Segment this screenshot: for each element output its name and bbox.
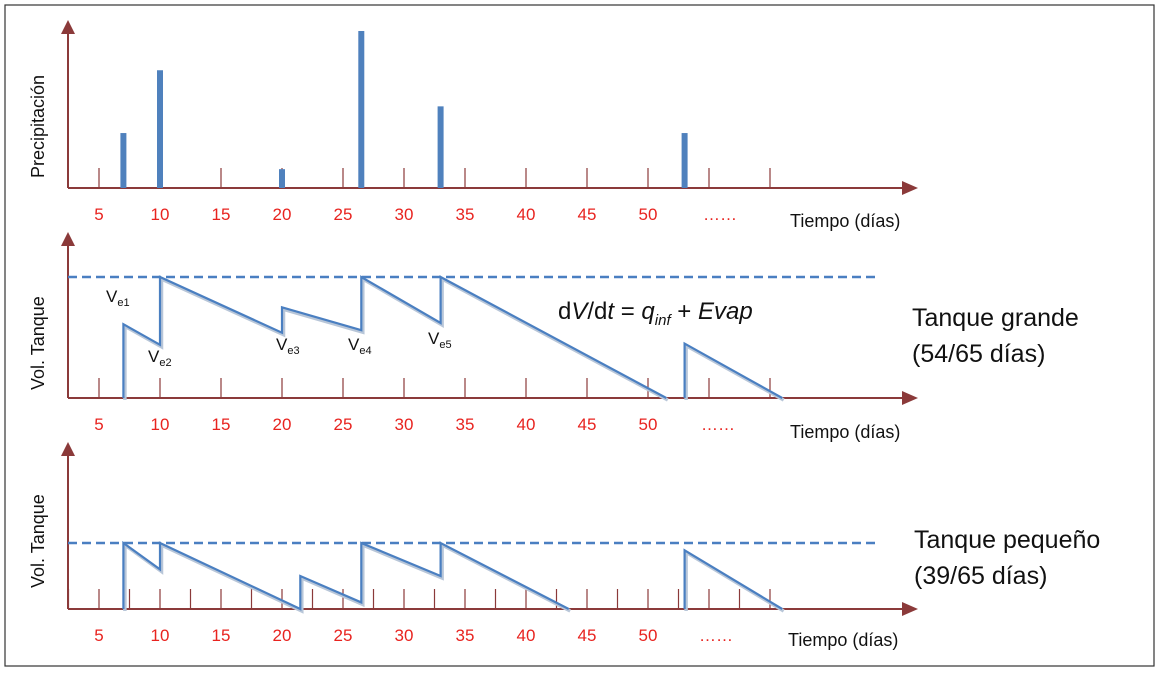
tick-label: 35: [456, 205, 475, 224]
small-x-arrow: [902, 602, 918, 616]
large-tick-labels: 5 10 15 20 25 30 35 40 45 50 ……: [94, 415, 735, 434]
small-x-title: Tiempo (días): [788, 630, 898, 650]
volume-trace: [683, 548, 783, 610]
large-tank-ratio: (54/65 días): [912, 340, 1045, 368]
tick-label: 5: [94, 626, 103, 645]
volume-trace: [683, 341, 783, 399]
tick-label: 25: [334, 415, 353, 434]
tick-label: 25: [334, 626, 353, 645]
tick-label: 30: [395, 205, 414, 224]
precip-bar: [437, 106, 444, 188]
tick-label: 15: [212, 626, 231, 645]
tick-label: 40: [517, 415, 536, 434]
precip-y-title: Precipitación: [28, 75, 48, 178]
precip-bar: [157, 70, 163, 188]
tick-label: 40: [517, 626, 536, 645]
small-ticks: [67, 589, 771, 609]
tick-label: 20: [273, 205, 292, 224]
axis-ellipsis: ……: [699, 626, 733, 645]
large-y-title: Vol. Tanque: [28, 296, 48, 390]
tick-label: 25: [334, 205, 353, 224]
small-tank-title: Tanque pequeño: [914, 526, 1100, 554]
tick-label: 10: [151, 205, 170, 224]
precip-x-title: Tiempo (días): [790, 211, 900, 231]
small-y-title: Vol. Tanque: [28, 494, 48, 588]
ve3-label: Ve3: [276, 335, 300, 357]
axis-ellipsis: ……: [701, 415, 735, 434]
large-tank-panel: 5 10 15 20 25 30 35 40 45 50 …… Tiempo (…: [28, 232, 1079, 442]
tick-label: 50: [639, 626, 658, 645]
precipitation-panel: 5 10 15 20 25 30 35 40 45 50 …… Tiempo (…: [28, 20, 918, 231]
axis-ellipsis: ……: [703, 205, 737, 224]
large-ticks: [98, 378, 771, 398]
large-volume-traces: [122, 275, 785, 402]
precip-bar: [120, 133, 127, 188]
precip-bar: [279, 169, 285, 188]
tick-label: 20: [273, 626, 292, 645]
precip-bars: [120, 31, 688, 188]
large-x-title: Tiempo (días): [790, 422, 900, 442]
tick-label: 40: [517, 205, 536, 224]
volume-trace-shadow: [123, 541, 572, 614]
large-x-arrow: [902, 391, 918, 405]
tick-label: 45: [578, 205, 597, 224]
tick-label: 5: [94, 205, 103, 224]
volume-trace: [122, 275, 667, 399]
ve2-label: Ve2: [148, 347, 172, 369]
precip-y-arrow: [61, 20, 75, 34]
small-tank-panel: 5 10 15 20 25 30 35 40 45 50 …… Tiempo (…: [28, 442, 1100, 650]
precip-bar: [681, 133, 688, 188]
ve1-label: Ve1: [106, 287, 130, 309]
volume-trace: [122, 540, 570, 611]
tick-label: 35: [456, 415, 475, 434]
figure-frame: [4, 4, 1155, 667]
ve4-label: Ve4: [348, 335, 372, 357]
tick-label: 10: [151, 415, 170, 434]
tick-label: 50: [639, 415, 658, 434]
small-volume-traces: [122, 540, 785, 614]
precip-x-arrow: [902, 181, 918, 195]
precip-bar: [358, 31, 365, 188]
tick-label: 15: [212, 415, 231, 434]
tick-label: 5: [94, 415, 103, 434]
tick-label: 35: [456, 626, 475, 645]
precip-ticks: [98, 168, 771, 188]
small-y-arrow: [61, 442, 75, 456]
small-tank-ratio: (39/65 días): [914, 562, 1047, 590]
tick-label: 20: [273, 415, 292, 434]
tick-label: 50: [639, 205, 658, 224]
large-y-arrow: [61, 232, 75, 246]
tick-label: 15: [212, 205, 231, 224]
large-tank-title: Tanque grande: [912, 304, 1079, 332]
tick-label: 30: [395, 626, 414, 645]
tick-label: 45: [578, 626, 597, 645]
small-tick-labels: 5 10 15 20 25 30 35 40 45 50 ……: [94, 626, 733, 645]
ve5-label: Ve5: [428, 329, 452, 351]
precip-tick-labels: 5 10 15 20 25 30 35 40 45 50 ……: [94, 205, 737, 224]
tick-label: 10: [151, 626, 170, 645]
balance-equation: dV/dt = qinf + Evap: [558, 298, 753, 329]
tick-label: 45: [578, 415, 597, 434]
tick-label: 30: [395, 415, 414, 434]
